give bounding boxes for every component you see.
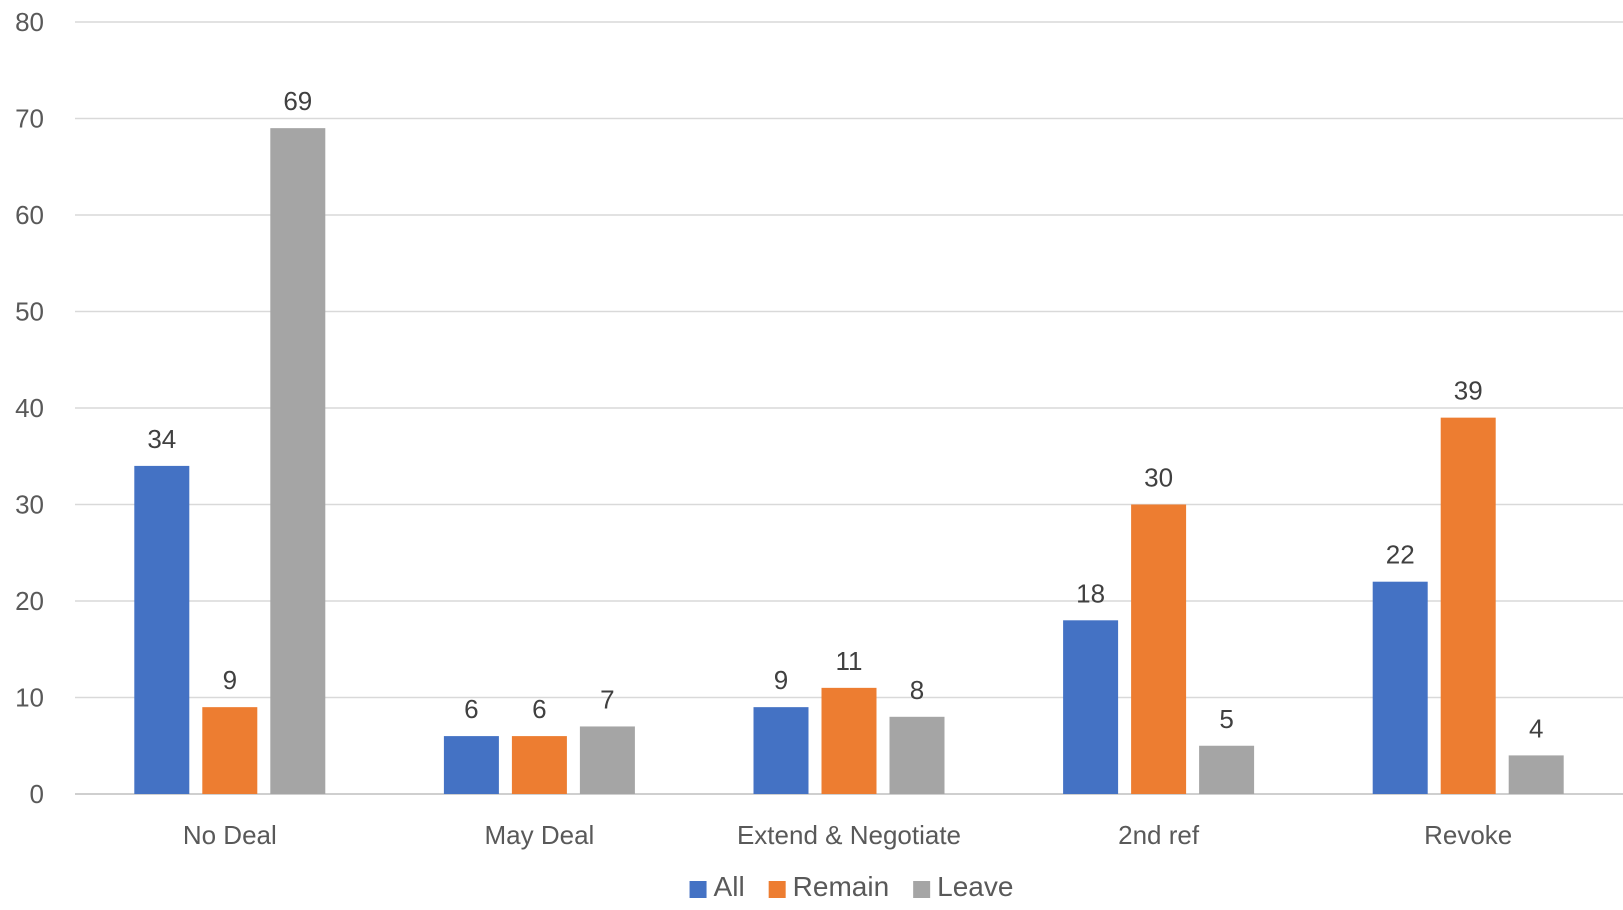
legend-swatch-leave bbox=[913, 881, 931, 898]
bar-all-4 bbox=[1372, 581, 1428, 794]
data-label-all-2: 9 bbox=[774, 665, 788, 695]
y-tick-label-0: 0 bbox=[30, 779, 44, 809]
data-label-remain-3: 30 bbox=[1144, 463, 1173, 493]
y-tick-label-40: 40 bbox=[15, 393, 44, 423]
bar-leave-2 bbox=[889, 716, 945, 794]
category-label-3: 2nd ref bbox=[1118, 820, 1200, 850]
data-label-all-4: 22 bbox=[1386, 540, 1415, 570]
bar-remain-2 bbox=[821, 687, 877, 794]
y-tick-label-70: 70 bbox=[15, 104, 44, 134]
legend-swatch-all bbox=[689, 881, 707, 898]
legend-label-remain: Remain bbox=[793, 871, 889, 902]
data-label-leave-4: 4 bbox=[1529, 713, 1543, 743]
data-label-remain-0: 9 bbox=[223, 665, 237, 695]
data-label-remain-2: 11 bbox=[836, 646, 863, 676]
legend-swatch-remain bbox=[768, 881, 786, 898]
bars bbox=[134, 128, 1564, 794]
y-axis-tick-labels: 0 10 20 30 40 50 60 70 80 bbox=[15, 7, 44, 809]
gridlines bbox=[75, 21, 1623, 795]
category-label-0: No Deal bbox=[183, 820, 277, 850]
bar-all-0 bbox=[134, 465, 190, 794]
y-tick-label-30: 30 bbox=[15, 490, 44, 520]
bar-leave-4 bbox=[1508, 755, 1564, 794]
bar-all-3 bbox=[1063, 620, 1119, 794]
data-label-all-3: 18 bbox=[1076, 578, 1105, 608]
legend-label-all: All bbox=[714, 871, 745, 902]
bar-leave-3 bbox=[1199, 745, 1255, 794]
category-label-1: May Deal bbox=[484, 820, 594, 850]
y-tick-label-60: 60 bbox=[15, 200, 44, 230]
y-tick-label-20: 20 bbox=[15, 586, 44, 616]
bar-remain-0 bbox=[202, 707, 258, 794]
bar-remain-3 bbox=[1131, 504, 1187, 794]
bar-all-2 bbox=[753, 707, 809, 794]
y-tick-label-80: 80 bbox=[15, 7, 44, 37]
bar-leave-0 bbox=[270, 128, 326, 794]
category-label-2: Extend & Negotiate bbox=[737, 820, 961, 850]
bar-remain-4 bbox=[1440, 417, 1496, 794]
bar-remain-1 bbox=[511, 736, 567, 794]
data-label-remain-4: 39 bbox=[1454, 376, 1483, 406]
x-axis-category-labels: No Deal May Deal Extend & Negotiate 2nd ref… bbox=[183, 820, 1512, 850]
data-label-all-0: 34 bbox=[147, 424, 176, 454]
y-tick-label-50: 50 bbox=[15, 297, 44, 327]
data-label-leave-1: 7 bbox=[600, 684, 614, 714]
legend: All Remain Leave bbox=[689, 871, 1013, 902]
data-label-leave-2: 8 bbox=[910, 675, 924, 705]
bar-leave-1 bbox=[579, 726, 635, 794]
data-labels: 34 9 69 6 6 7 9 11 8 18 30 5 22 39 4 bbox=[147, 86, 1543, 743]
legend-label-leave: Leave bbox=[937, 871, 1013, 902]
data-label-leave-3: 5 bbox=[1219, 704, 1233, 734]
category-label-4: Revoke bbox=[1424, 820, 1512, 850]
data-label-leave-0: 69 bbox=[283, 86, 312, 116]
data-label-remain-1: 6 bbox=[532, 694, 546, 724]
bar-all-1 bbox=[443, 736, 499, 794]
data-label-all-1: 6 bbox=[464, 694, 478, 724]
y-tick-label-10: 10 bbox=[15, 683, 44, 713]
